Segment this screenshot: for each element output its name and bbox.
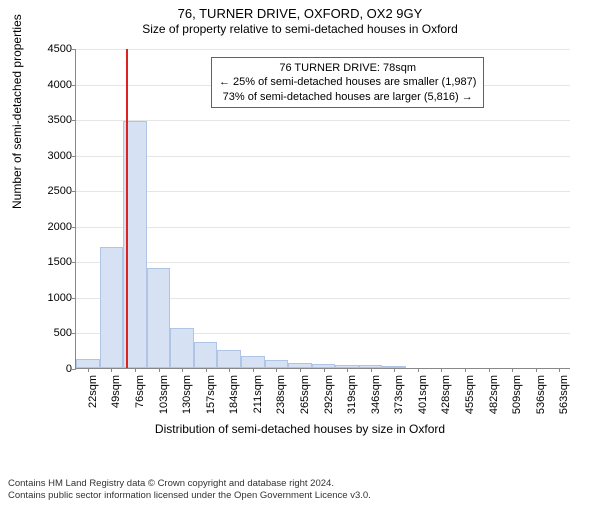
x-tickmark [111,368,112,372]
x-tickmark [276,368,277,372]
footer-line-2: Contains public sector information licen… [8,490,592,502]
y-tick-label: 500 [32,327,72,339]
x-tickmark [418,368,419,372]
y-tickmark [72,298,76,299]
x-tickmark [536,368,537,372]
y-tickmark [72,333,76,334]
y-tick-label: 4500 [32,43,72,55]
x-tickmark [512,368,513,372]
gridline [76,156,570,157]
x-tick-label: 157sqm [205,375,217,415]
gridline [76,120,570,121]
chart-container: Number of semi-detached properties 76 TU… [0,44,600,446]
x-tick-label: 49sqm [110,375,122,415]
histogram-bar [194,342,218,368]
x-tick-label: 22sqm [87,375,99,415]
x-tick-label: 265sqm [299,375,311,415]
footer: Contains HM Land Registry data © Crown c… [8,478,592,502]
x-tickmark [206,368,207,372]
y-tick-label: 3500 [32,114,72,126]
x-tick-label: 428sqm [440,375,452,415]
info-line-3: 73% of semi-detached houses are larger (… [219,90,476,104]
info-line-1: 76 TURNER DRIVE: 78sqm [219,61,476,75]
y-tick-label: 1000 [32,292,72,304]
x-tick-label: 509sqm [511,375,523,415]
x-tickmark [347,368,348,372]
x-tickmark [159,368,160,372]
x-tickmark [324,368,325,372]
y-tick-label: 3000 [32,150,72,162]
info-box: 76 TURNER DRIVE: 78sqm ← 25% of semi-det… [211,57,484,108]
histogram-bar [100,247,124,368]
x-axis-label: Distribution of semi-detached houses by … [0,422,600,436]
marker-line [126,49,128,368]
y-tickmark [72,262,76,263]
x-tickmark [253,368,254,372]
y-tickmark [72,120,76,121]
plot-area: 76 TURNER DRIVE: 78sqm ← 25% of semi-det… [75,49,570,369]
x-tick-label: 373sqm [393,375,405,415]
histogram-bar [170,328,194,368]
x-tickmark [394,368,395,372]
y-tick-label: 4000 [32,79,72,91]
y-tickmark [72,85,76,86]
x-tick-label: 184sqm [228,375,240,415]
y-tickmark [72,191,76,192]
x-tick-label: 292sqm [323,375,335,415]
y-axis-label: Number of semi-detached properties [10,14,24,209]
histogram-bar [265,360,289,368]
x-tickmark [229,368,230,372]
x-tickmark [441,368,442,372]
gridline [76,227,570,228]
x-tickmark [465,368,466,372]
gridline [76,262,570,263]
y-tickmark [72,369,76,370]
gridline [76,191,570,192]
y-tick-label: 1500 [32,256,72,268]
x-tick-label: 401sqm [417,375,429,415]
x-tick-label: 103sqm [158,375,170,415]
x-tickmark [182,368,183,372]
x-tick-label: 482sqm [488,375,500,415]
x-tick-label: 211sqm [252,375,264,415]
x-tick-label: 319sqm [346,375,358,415]
x-tick-label: 130sqm [181,375,193,415]
x-tick-label: 76sqm [134,375,146,415]
histogram-bar [241,356,265,368]
page-title: 76, TURNER DRIVE, OXFORD, OX2 9GY [0,6,600,21]
y-tick-label: 2500 [32,185,72,197]
y-tickmark [72,49,76,50]
page-subtitle: Size of property relative to semi-detach… [0,22,600,36]
x-tickmark [135,368,136,372]
gridline [76,49,570,50]
footer-line-1: Contains HM Land Registry data © Crown c… [8,478,592,490]
histogram-bar [217,350,241,368]
x-tickmark [371,368,372,372]
y-tickmark [72,156,76,157]
x-tick-label: 536sqm [535,375,547,415]
x-tickmark [489,368,490,372]
y-tick-label: 0 [32,363,72,375]
x-tickmark [559,368,560,372]
x-tick-label: 346sqm [370,375,382,415]
info-line-2: ← 25% of semi-detached houses are smalle… [219,75,476,89]
x-tickmark [300,368,301,372]
x-tick-label: 238sqm [275,375,287,415]
x-tick-label: 455sqm [464,375,476,415]
y-tickmark [72,227,76,228]
histogram-bar [147,268,171,368]
x-tick-label: 563sqm [558,375,570,415]
histogram-bar [76,359,100,368]
y-tick-label: 2000 [32,221,72,233]
x-tickmark [88,368,89,372]
